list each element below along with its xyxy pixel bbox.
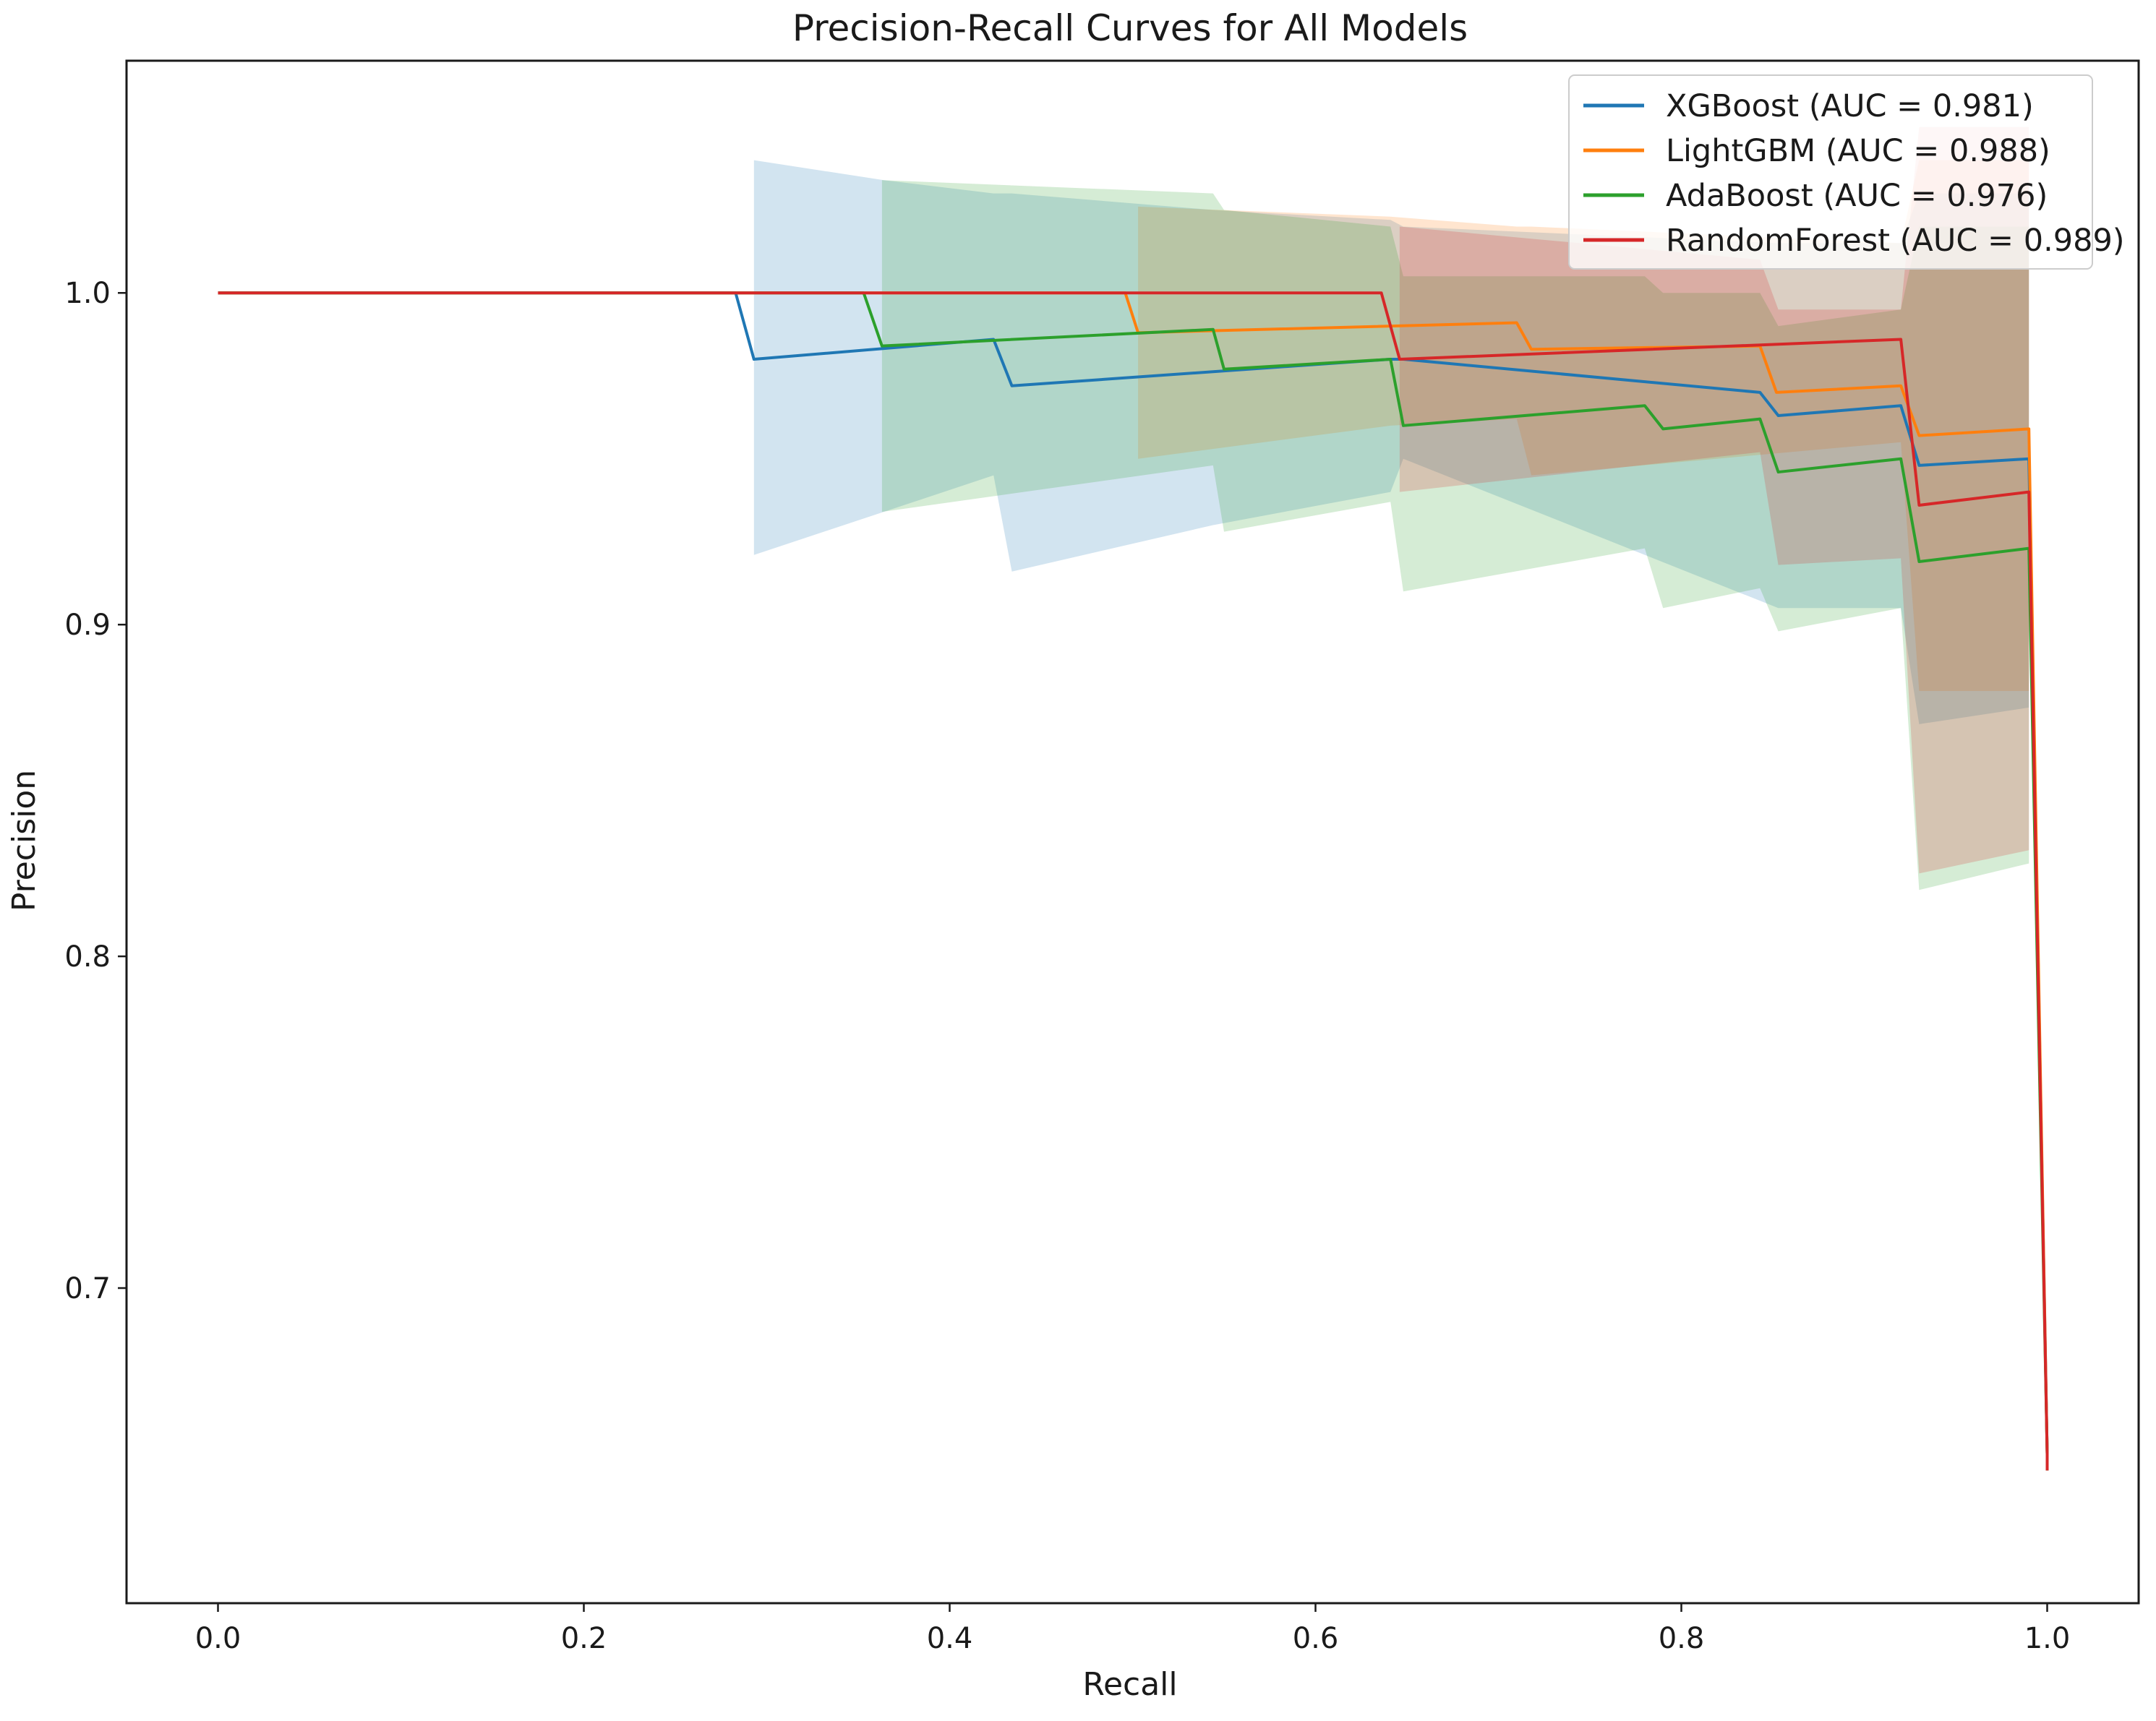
- x-tick-label: 0.2: [561, 1622, 607, 1655]
- legend-box: [1568, 74, 2093, 270]
- series-lines: [218, 291, 2049, 1471]
- y-tick-label: 0.7: [64, 1272, 111, 1305]
- x-tick-label: 1.0: [2024, 1622, 2071, 1655]
- legend: XGBoost (AUC = 0.981) LightGBM (AUC = 0.9…: [1568, 74, 2125, 270]
- x-axis-label: Recall: [1082, 1666, 1177, 1703]
- xgboost-confidence-band: [753, 160, 2029, 724]
- chart-title: Precision-Recall Curves for All Models: [792, 7, 1468, 49]
- y-tick-label: 0.8: [64, 940, 111, 974]
- y-tick-label: 0.9: [64, 609, 111, 642]
- adaboost-confidence-band: [881, 180, 2029, 890]
- lightgbm-legend-label: LightGBM (AUC = 0.988): [1666, 133, 2050, 169]
- axes: 0.0 0.2 0.4 0.6 0.8 1.0 0.7 0.8 0.9 1.0: [64, 59, 2140, 1655]
- x-tick-label: 0.4: [927, 1622, 973, 1655]
- randomforest-pr-line: [218, 291, 2049, 1471]
- randomforest-confidence-band: [1399, 126, 2029, 874]
- adaboost-legend-label: AdaBoost (AUC = 0.976): [1666, 178, 2048, 214]
- x-tick-label: 0.6: [1293, 1622, 1339, 1655]
- adaboost-pr-line: [218, 291, 2049, 1471]
- y-tick-label: 1.0: [64, 277, 111, 310]
- plot-frame: [125, 59, 2140, 1605]
- y-axis-label: Precision: [6, 770, 43, 911]
- randomforest-legend-label: RandomForest (AUC = 0.989): [1666, 223, 2125, 259]
- xgboost-pr-line: [218, 291, 2049, 1471]
- x-tick-label: 0.8: [1659, 1622, 1705, 1655]
- xgboost-legend-label: XGBoost (AUC = 0.981): [1666, 88, 2034, 124]
- x-tick-label: 0.0: [195, 1622, 241, 1655]
